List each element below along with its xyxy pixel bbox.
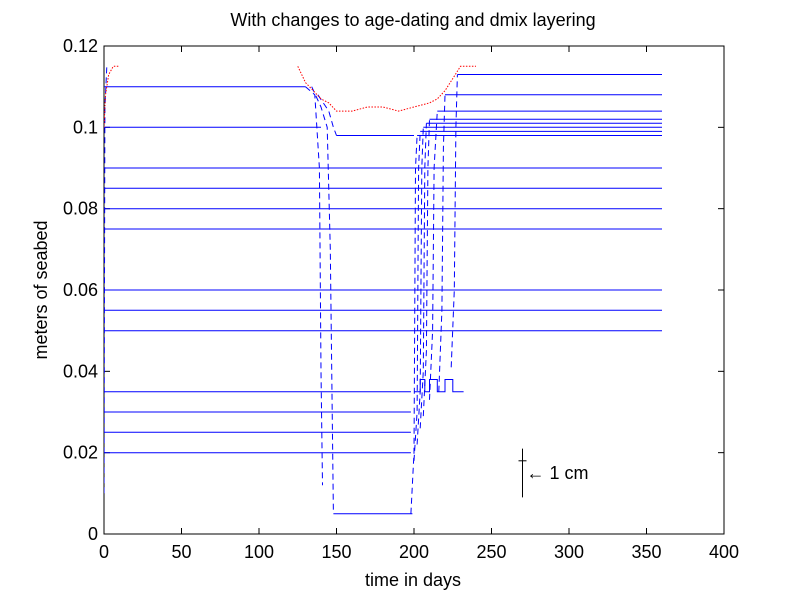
x-axis-label: time in days	[365, 570, 461, 590]
x-tick-label: 250	[476, 542, 506, 562]
y-tick-label: 0.1	[73, 117, 98, 137]
y-axis: 0 0.02 0.04 0.06 0.08 0.1 0.12	[63, 36, 724, 544]
x-tick-label: 300	[554, 542, 584, 562]
x-tick-label: 100	[244, 542, 274, 562]
x-tick-label: 0	[99, 542, 109, 562]
layer-transition-line	[438, 94, 446, 392]
chart-title: With changes to age-dating and dmix laye…	[230, 10, 595, 30]
bed-surface-line	[104, 65, 120, 128]
layer-transition-line	[416, 127, 424, 445]
x-axis: 0 50 100 150 200 250 300 350 400	[99, 46, 739, 562]
layer-transition-line	[429, 111, 438, 400]
y-tick-label: 0.02	[63, 443, 98, 463]
layer-transition-line	[419, 123, 427, 429]
layer-transition-line	[422, 119, 430, 417]
layer-transition-line	[305, 86, 323, 486]
annotation-label: ← 1 cm	[527, 463, 589, 483]
y-tick-label: 0.08	[63, 199, 98, 219]
layer-transition-line	[311, 86, 334, 514]
y-tick-label: 0.06	[63, 280, 98, 300]
annotation: ← 1 cm	[518, 448, 589, 498]
layer-transition-line	[104, 66, 108, 494]
x-tick-label: 150	[321, 542, 351, 562]
y-axis-label: meters of seabed	[31, 220, 51, 359]
series-group	[104, 65, 662, 515]
y-tick-label: 0.12	[63, 36, 98, 56]
layer-transition-line	[317, 94, 337, 136]
x-tick-label: 350	[631, 542, 661, 562]
y-tick-label: 0.04	[63, 361, 98, 381]
layer-transition-line	[410, 135, 418, 514]
bed-surface-line	[297, 65, 476, 112]
x-tick-label: 200	[399, 542, 429, 562]
x-tick-label: 50	[171, 542, 191, 562]
y-tick-label: 0	[88, 524, 98, 544]
layer-transition-line	[413, 131, 421, 461]
layer-line	[414, 379, 464, 393]
x-tick-label: 400	[709, 542, 739, 562]
